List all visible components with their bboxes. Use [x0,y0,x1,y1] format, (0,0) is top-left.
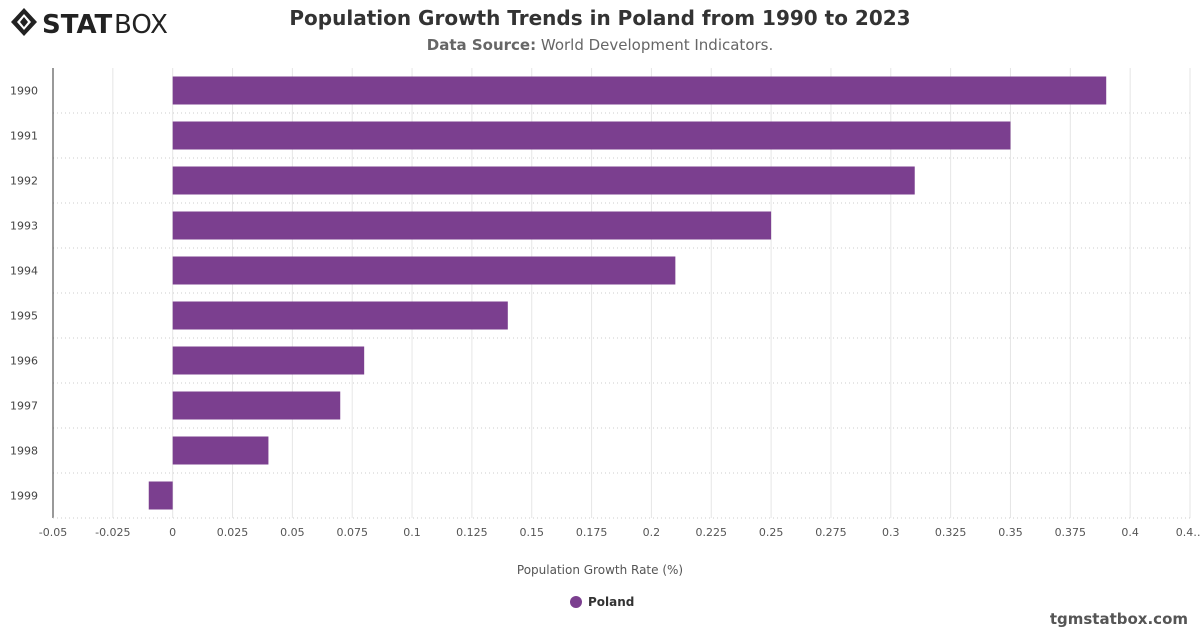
bar-1994 [172,256,676,285]
x-tick-label: 0.4 [1121,526,1139,539]
bar-1991 [172,121,1011,150]
y-tick-label: 1992 [10,175,38,188]
statbox-logo: STAT BOX [11,8,168,38]
y-tick-label: 1999 [10,490,38,503]
x-tick-label: 0.05 [280,526,305,539]
y-tick-label: 1991 [10,130,38,143]
x-tick-label: 0.375 [1055,526,1087,539]
bar-1996 [172,346,365,375]
x-tick-label: 0.225 [696,526,728,539]
chart-subtitle: Data Source: World Development Indicator… [0,36,1200,54]
bar-1999 [148,481,173,510]
bar-1992 [172,166,915,195]
y-tick-label: 1993 [10,220,38,233]
x-tick-label: 0.025 [217,526,249,539]
x-tick-label: 0.4… [1176,526,1200,539]
x-tick-label: 0.175 [576,526,608,539]
bar-1995 [172,301,508,330]
source-label: Data Source: [426,36,537,54]
x-tick-label: -0.05 [39,526,67,539]
y-tick-label: 1998 [10,445,38,458]
bar-1993 [172,211,772,240]
x-tick-label: 0.275 [815,526,847,539]
svg-text:BOX: BOX [114,10,168,38]
y-tick-label: 1994 [10,265,38,278]
x-tick-label: 0.2 [643,526,661,539]
x-axis-label: Population Growth Rate (%) [516,563,684,577]
x-tick-label: 0.3 [882,526,900,539]
x-tick-label: 0.35 [998,526,1023,539]
x-tick-label: 0 [169,526,176,539]
x-tick-label: 0.25 [759,526,784,539]
legend-marker [570,596,582,608]
chart-title: Population Growth Trends in Poland from … [289,6,911,30]
site-credit: tgmstatbox.com [1049,610,1188,628]
bar-1997 [172,391,341,420]
x-tick-label: -0.025 [95,526,130,539]
x-tick-label: 0.1 [403,526,421,539]
legend-label: Poland [588,595,635,609]
y-tick-label: 1995 [10,310,38,323]
bar-1990 [172,76,1107,105]
y-tick-label: 1997 [10,400,38,413]
x-tick-label: 0.075 [336,526,368,539]
legend-item-poland[interactable]: Poland [570,595,634,609]
source-value: World Development Indicators. [540,36,774,54]
x-tick-label: 0.15 [519,526,544,539]
y-tick-label: 1996 [10,355,38,368]
x-tick-label: 0.125 [456,526,488,539]
svg-text:STAT: STAT [42,10,113,38]
x-tick-label: 0.325 [935,526,967,539]
y-tick-label: 1990 [10,85,38,98]
bar-1998 [172,436,269,465]
